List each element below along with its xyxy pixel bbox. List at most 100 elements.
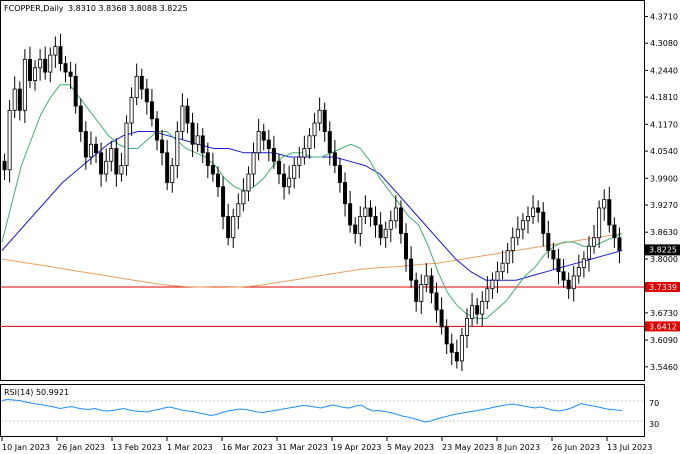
level-tag: [645, 282, 680, 293]
y-tick-label: 4.3710: [650, 12, 678, 21]
candle-bearish: [409, 258, 414, 281]
candle-bearish: [154, 118, 159, 141]
price-axis-ticks: 4.3710 4.3080 4.2440 4.1810 4.1170 4.0540 3.99…: [644, 12, 678, 372]
candle-bullish: [470, 305, 475, 319]
candle-bearish: [546, 233, 551, 251]
candle-bullish: [287, 177, 292, 188]
candles-layer: [2, 33, 622, 372]
candle-bullish: [119, 165, 124, 175]
candle-bearish: [429, 275, 434, 294]
candle-bullish: [292, 165, 297, 179]
candle-bearish: [276, 160, 281, 175]
candle-bearish: [327, 131, 332, 154]
candle-bearish: [322, 109, 327, 132]
candle-bearish: [215, 173, 220, 188]
candle-bearish: [210, 165, 215, 175]
candle-bullish: [236, 203, 241, 217]
candle-bullish: [592, 237, 597, 247]
chart-symbol-label: FCOPPER,Daily: [4, 4, 64, 13]
x-tick-label: 26 Jan 2023: [57, 443, 105, 452]
candle-bearish: [149, 101, 154, 120]
candle-bullish: [495, 271, 500, 281]
candle-bullish: [104, 160, 109, 175]
rsi-level-70: 70: [649, 399, 659, 408]
candle-bullish: [134, 75, 139, 98]
candle-bullish: [180, 105, 185, 132]
candle-bearish: [337, 165, 342, 183]
candle-bearish: [378, 224, 383, 239]
y-tick-label: 3.6730: [650, 309, 678, 318]
rsi-label: RSI(14) 50.9921: [4, 388, 69, 397]
candle-bearish: [444, 326, 449, 345]
candle-bearish: [561, 271, 566, 281]
candle-bearish: [139, 75, 144, 90]
candle-bullish: [515, 228, 520, 239]
y-tick-label: 3.5460: [650, 363, 678, 372]
candle-bearish: [160, 139, 165, 154]
candle-bullish: [490, 279, 495, 290]
candle-bullish: [12, 88, 17, 111]
candle-bullish: [302, 148, 307, 158]
candle-bullish: [170, 165, 175, 183]
candle-bullish: [297, 156, 302, 166]
candle-bearish: [221, 186, 226, 217]
candle-bullish: [485, 288, 490, 302]
candle-bearish: [607, 199, 612, 226]
fast-moving-average-line: [1, 84, 623, 319]
candle-bullish: [505, 250, 510, 264]
candle-bearish: [439, 309, 444, 328]
candle-bullish: [363, 207, 368, 217]
candle-bearish: [190, 122, 195, 145]
candle-bearish: [185, 105, 190, 124]
candle-bullish: [175, 131, 180, 166]
x-tick-label: 26 Jun 2023: [552, 443, 600, 452]
slow-moving-average-line: [1, 233, 623, 288]
candle-bearish: [434, 292, 439, 311]
candle-bullish: [459, 335, 464, 362]
rsi-line: [1, 398, 623, 423]
candle-bullish: [393, 207, 398, 222]
candle-bullish: [419, 284, 424, 302]
candle-bearish: [58, 46, 63, 64]
candle-bearish: [165, 152, 170, 183]
candle-bullish: [195, 135, 200, 145]
candle-bullish: [246, 173, 251, 192]
x-tick-label: 8 Jun 2023: [497, 443, 540, 452]
candle-bullish: [520, 220, 525, 230]
candle-bullish: [531, 207, 536, 217]
candle-bullish: [7, 109, 12, 171]
candle-bullish: [602, 199, 607, 209]
time-axis: 10 Jan 2023 26 Jan 2023 13 Feb 2023 1 Mar 2…: [1, 437, 652, 452]
y-tick-label: 4.1170: [650, 120, 678, 129]
x-tick-label: 23 May 2023: [442, 443, 494, 452]
candle-bullish: [251, 152, 256, 175]
y-tick-label: 3.6090: [650, 336, 678, 345]
candle-bearish: [617, 237, 622, 251]
level-tag: [645, 321, 680, 332]
candle-bearish: [612, 224, 617, 239]
y-tick-label: 4.3080: [650, 39, 678, 48]
y-tick-label: 4.1810: [650, 93, 678, 102]
candle-bearish: [73, 75, 78, 107]
x-tick-label: 1 Mar 2023: [167, 443, 213, 452]
candle-bullish: [231, 216, 236, 239]
x-tick-label: 19 Apr 2023: [332, 443, 381, 452]
level-tag-value: 3.7339: [649, 283, 677, 292]
candle-bearish: [63, 63, 68, 73]
x-tick-label: 31 Mar 2023: [277, 443, 328, 452]
candle-bullish: [586, 245, 591, 260]
candle-bullish: [597, 207, 602, 239]
candle-bearish: [2, 160, 7, 171]
candle-bearish: [94, 143, 99, 154]
candle-bearish: [414, 279, 419, 302]
candle-bullish: [525, 216, 530, 222]
candle-bullish: [241, 190, 246, 205]
candle-bearish: [271, 148, 276, 162]
candle-bullish: [88, 143, 93, 158]
candle-bullish: [312, 122, 317, 137]
y-tick-label: 3.8630: [650, 228, 678, 237]
level-tag-value: 3.6412: [649, 322, 677, 331]
candle-bullish: [510, 237, 515, 251]
candle-bearish: [200, 135, 205, 154]
